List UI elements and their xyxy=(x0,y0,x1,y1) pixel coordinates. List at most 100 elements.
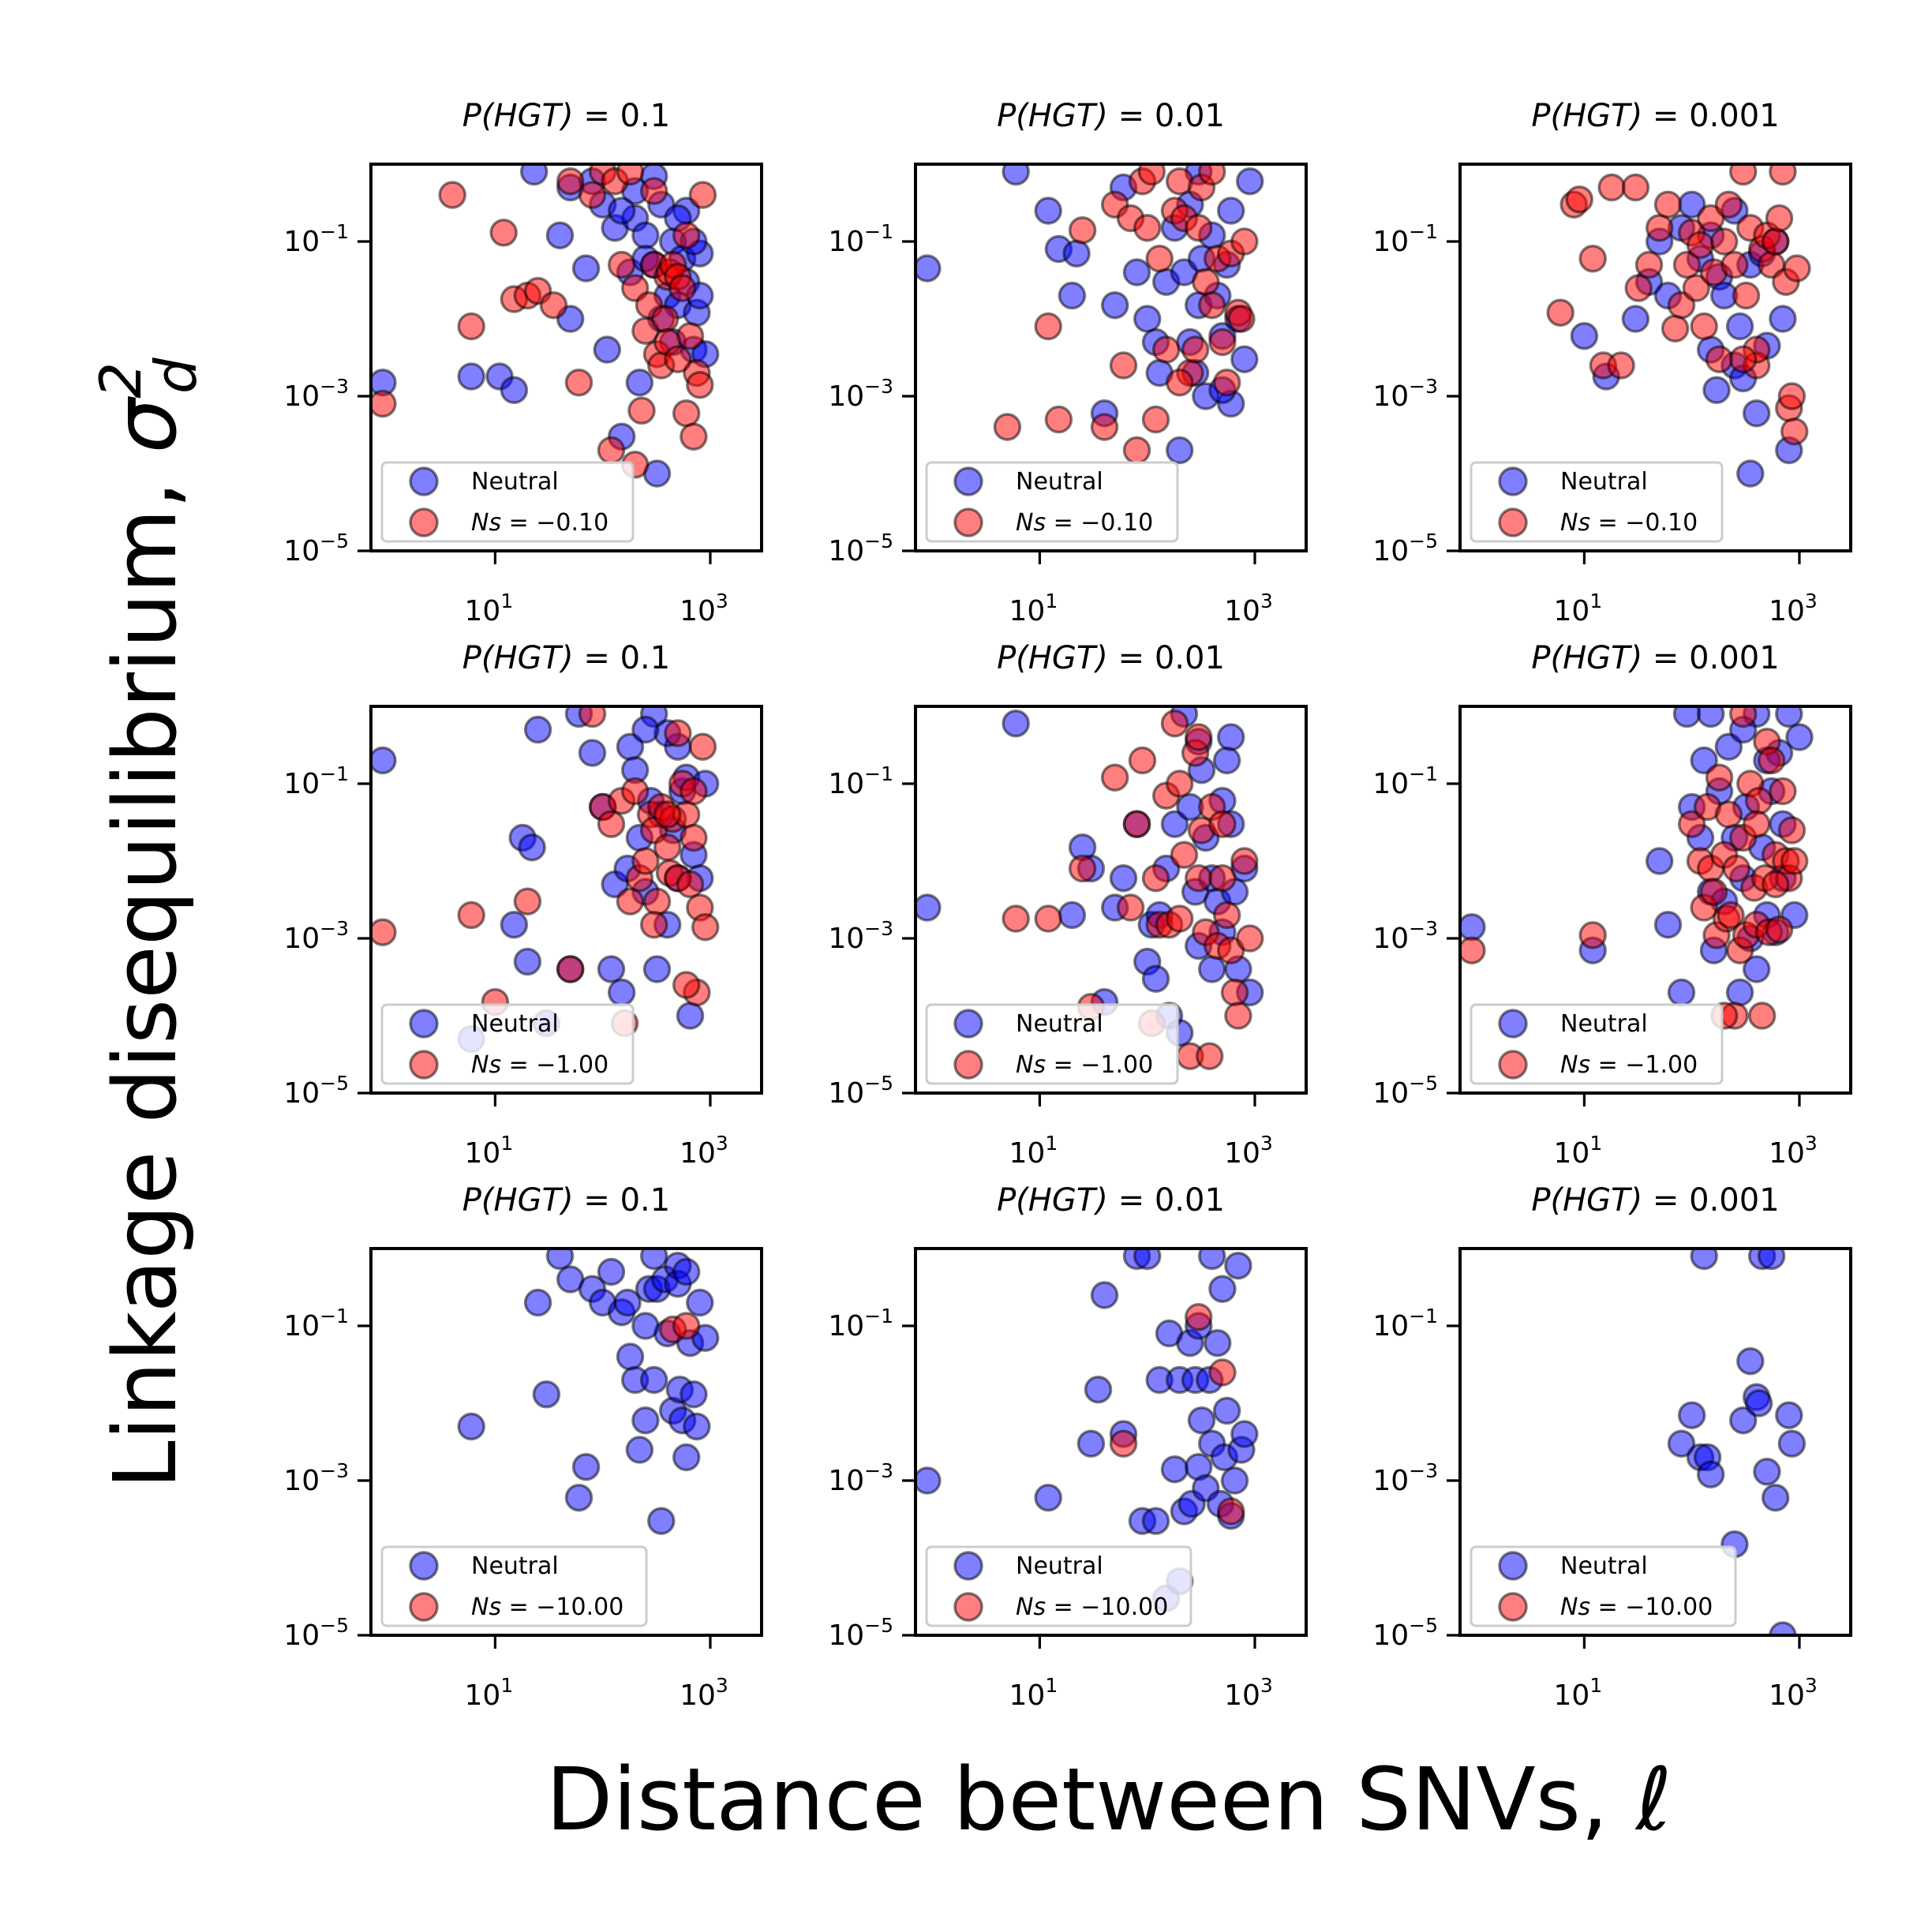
selected-point xyxy=(1197,164,1226,186)
neutral-point xyxy=(639,1249,668,1271)
neutral-point xyxy=(625,1436,654,1464)
neutral-point xyxy=(1224,1251,1252,1280)
selected-point xyxy=(1761,870,1790,899)
legend-label: Ns = −0.10 xyxy=(1016,509,1153,537)
x-tick-label: 101 xyxy=(465,1132,514,1170)
axes-frame xyxy=(914,1247,1308,1637)
selected-point xyxy=(680,422,708,451)
panel-title: P(HGT) = 0.1 xyxy=(462,640,670,676)
neutral-point xyxy=(371,746,397,775)
y-tick-label: 10−1 xyxy=(1372,762,1438,800)
selected-point xyxy=(1677,810,1706,838)
legend-marker xyxy=(409,507,439,537)
neutral-point xyxy=(1109,863,1138,893)
neutral-point xyxy=(1002,164,1030,186)
neutral-point xyxy=(545,1249,575,1271)
selected-point xyxy=(1141,863,1170,893)
selected-point xyxy=(1728,164,1758,186)
selected-point xyxy=(1230,847,1259,875)
y-tick-label: 10−3 xyxy=(1372,375,1438,413)
selected-point xyxy=(1141,405,1170,434)
selected-point xyxy=(639,910,668,939)
neutral-point xyxy=(1761,1483,1790,1512)
selected-point xyxy=(1230,227,1259,256)
selected-point xyxy=(1709,227,1739,256)
y-tick-label: 10−3 xyxy=(283,917,349,955)
selected-point xyxy=(1728,706,1758,728)
selected-point xyxy=(1661,314,1690,343)
x-tick-label: 103 xyxy=(1224,590,1273,627)
neutral-point xyxy=(519,164,549,186)
neutral-point xyxy=(1160,810,1189,838)
legend-marker xyxy=(409,1551,439,1581)
neutral-point xyxy=(1058,281,1087,310)
y-tick-label: 10−1 xyxy=(828,1305,893,1342)
selected-point xyxy=(1732,281,1761,310)
legend-label: Neutral xyxy=(471,1010,559,1038)
selected-point xyxy=(1181,335,1210,364)
selected-point xyxy=(688,732,717,761)
x-tick-label: 101 xyxy=(465,590,514,627)
neutral-point xyxy=(607,197,636,225)
panel-2-0: P(HGT) = 0.1 10−1 10−3 10−5 101 103 Neutral Ns … xyxy=(283,1182,763,1712)
selected-point xyxy=(1780,847,1809,875)
selected-point xyxy=(1744,786,1773,815)
selected-point xyxy=(639,177,668,205)
neutral-point xyxy=(457,362,485,391)
selected-point xyxy=(1212,368,1241,397)
selected-point xyxy=(664,345,692,373)
selected-point xyxy=(1128,746,1157,775)
neutral-point xyxy=(1062,239,1091,268)
selected-point xyxy=(1044,405,1073,434)
points-layer xyxy=(915,164,1264,465)
y-tick-label: 10−1 xyxy=(283,762,349,800)
legend: Neutral Ns = −10.00 xyxy=(1470,1545,1737,1627)
y-tick-label: 10−1 xyxy=(828,762,893,800)
points-layer xyxy=(371,164,720,488)
neutral-point xyxy=(1216,197,1245,225)
legend-label: Neutral xyxy=(1560,1010,1648,1038)
points-layer xyxy=(457,1249,720,1535)
selected-point xyxy=(1184,213,1213,242)
selected-point xyxy=(1682,274,1711,302)
neutral-point xyxy=(915,893,942,922)
legend: Neutral Ns = −1.00 xyxy=(380,1003,635,1085)
neutral-point xyxy=(597,1257,626,1286)
legend-label: Ns = −10.00 xyxy=(1560,1593,1713,1621)
selected-point xyxy=(676,321,705,350)
neutral-point xyxy=(1744,1389,1773,1417)
neutral-point xyxy=(593,335,622,364)
selected-point xyxy=(688,181,717,209)
selected-point xyxy=(1717,900,1745,930)
legend-label: Ns = −1.00 xyxy=(471,1051,608,1079)
selected-point xyxy=(1195,1042,1224,1070)
neutral-point xyxy=(1208,1275,1237,1303)
neutral-point xyxy=(564,1483,593,1512)
neutral-point xyxy=(597,955,626,983)
neutral-point xyxy=(1212,746,1241,775)
neutral-point xyxy=(532,1380,561,1409)
x-tick-label: 103 xyxy=(1224,1674,1273,1712)
selected-point xyxy=(1747,1002,1777,1030)
selected-point xyxy=(627,396,656,425)
neutral-point xyxy=(642,955,672,983)
selected-point xyxy=(1192,268,1220,296)
axes-frame xyxy=(369,1247,763,1637)
legend-label: Ns = −10.00 xyxy=(471,1593,623,1621)
panel-2-1: P(HGT) = 0.01 10−1 10−3 10−5 101 103 Neutral Ns… xyxy=(828,1182,1308,1712)
selected-point xyxy=(1235,924,1264,953)
neutral-point xyxy=(639,1365,668,1395)
selected-point xyxy=(1645,213,1674,242)
selected-point xyxy=(1765,915,1794,944)
selected-point xyxy=(993,413,1022,441)
selected-point xyxy=(620,777,650,806)
neutral-point xyxy=(1076,1429,1106,1458)
legend: Neutral Ns = −1.00 xyxy=(925,1003,1179,1085)
neutral-point xyxy=(680,1380,708,1409)
y-axis-label: Linkage disequilibrium, σ2d xyxy=(88,357,209,1489)
neutral-point xyxy=(1725,978,1754,1007)
neutral-point xyxy=(513,947,542,976)
points-layer xyxy=(915,1249,1259,1612)
neutral-point xyxy=(571,254,601,283)
